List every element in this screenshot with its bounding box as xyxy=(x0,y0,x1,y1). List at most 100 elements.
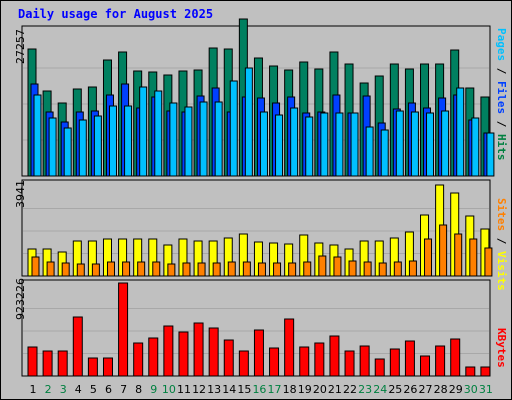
bar-pages-day-28 xyxy=(441,110,450,177)
bar-kbytes-day-12 xyxy=(193,322,204,377)
bar-sites-day-13 xyxy=(212,262,221,277)
bar-kbytes-day-17 xyxy=(269,347,280,377)
bar-pages-day-12 xyxy=(199,101,208,177)
day-label-25: 25 xyxy=(388,383,402,396)
day-label-3: 3 xyxy=(60,383,67,396)
day-label-1: 1 xyxy=(30,383,37,396)
day-label-17: 17 xyxy=(268,383,282,396)
bar-sites-day-26 xyxy=(408,260,417,277)
bar-sites-day-27 xyxy=(424,238,433,277)
day-label-21: 21 xyxy=(328,383,342,396)
day-label-29: 29 xyxy=(449,383,463,396)
bar-sites-day-1 xyxy=(31,256,40,277)
panel-2-max-label: 3941 xyxy=(14,180,27,208)
day-label-8: 8 xyxy=(135,383,142,396)
day-label-9: 9 xyxy=(150,383,157,396)
bar-kbytes-day-7 xyxy=(118,282,129,377)
bar-pages-day-11 xyxy=(184,106,193,177)
bar-sites-day-16 xyxy=(257,262,266,277)
bar-sites-day-28 xyxy=(439,224,448,277)
bar-kbytes-day-15 xyxy=(238,350,249,377)
day-label-23: 23 xyxy=(358,383,372,396)
bar-pages-day-22 xyxy=(350,112,359,177)
bar-sites-day-25 xyxy=(393,261,402,277)
bar-sites-day-23 xyxy=(363,261,372,277)
bar-pages-day-14 xyxy=(229,80,238,177)
legend-item: KBytes xyxy=(495,328,508,368)
bar-pages-day-18 xyxy=(290,107,299,177)
bar-kbytes-day-2 xyxy=(42,350,53,377)
bar-sites-day-12 xyxy=(197,262,206,277)
bar-kbytes-day-6 xyxy=(102,357,113,377)
legend-item: Visits xyxy=(495,251,508,291)
bar-pages-day-31 xyxy=(486,132,495,177)
day-label-15: 15 xyxy=(237,383,251,396)
bar-sites-day-2 xyxy=(46,261,55,277)
bar-sites-day-6 xyxy=(106,261,115,277)
bar-pages-day-7 xyxy=(124,105,133,177)
panel-2-legend: Sites / Visits xyxy=(495,198,508,291)
bar-pages-day-21 xyxy=(335,112,344,177)
bar-kbytes-day-25 xyxy=(389,348,400,377)
day-label-4: 4 xyxy=(75,383,82,396)
day-label-26: 26 xyxy=(403,383,417,396)
bar-kbytes-day-3 xyxy=(57,350,68,377)
bar-kbytes-day-10 xyxy=(163,325,174,377)
day-label-31: 31 xyxy=(479,383,493,396)
bar-kbytes-day-20 xyxy=(314,342,325,377)
bar-sites-day-30 xyxy=(469,238,478,277)
day-label-16: 16 xyxy=(252,383,266,396)
bar-kbytes-day-18 xyxy=(284,318,295,377)
bar-pages-day-26 xyxy=(410,111,419,177)
bar-pages-day-2 xyxy=(48,117,57,177)
bar-sites-day-18 xyxy=(288,262,297,277)
bar-pages-day-5 xyxy=(93,115,102,177)
bar-kbytes-day-27 xyxy=(420,355,431,377)
legend-item: / xyxy=(495,231,508,251)
panel-1-legend: Pages / Files / Hits xyxy=(495,28,508,161)
bar-sites-day-4 xyxy=(76,263,85,277)
bar-pages-day-20 xyxy=(320,112,329,177)
day-label-30: 30 xyxy=(464,383,478,396)
bar-sites-day-7 xyxy=(122,261,131,277)
bar-pages-day-3 xyxy=(63,127,72,177)
bar-sites-day-17 xyxy=(273,262,282,277)
panel-3-max-label: 923226 xyxy=(14,278,27,320)
day-label-18: 18 xyxy=(283,383,297,396)
bar-kbytes-day-23 xyxy=(359,345,370,377)
bar-kbytes-day-22 xyxy=(344,350,355,377)
legend-item: Pages xyxy=(495,28,508,62)
bar-pages-day-17 xyxy=(275,114,284,177)
bar-kbytes-day-4 xyxy=(72,316,83,377)
bar-kbytes-day-9 xyxy=(148,337,159,377)
day-label-11: 11 xyxy=(177,383,191,396)
bar-sites-day-15 xyxy=(242,261,251,277)
bar-sites-day-21 xyxy=(333,256,342,277)
legend-item: Hits xyxy=(495,134,508,161)
bar-pages-day-1 xyxy=(33,94,42,177)
legend-item: Sites xyxy=(495,198,508,232)
bar-sites-day-19 xyxy=(303,261,312,277)
day-label-22: 22 xyxy=(343,383,357,396)
bar-sites-day-5 xyxy=(91,263,100,277)
bar-kbytes-day-5 xyxy=(87,357,98,377)
bar-sites-day-14 xyxy=(227,261,236,277)
bar-sites-day-10 xyxy=(167,263,176,277)
bar-kbytes-day-8 xyxy=(133,342,144,377)
bar-pages-day-24 xyxy=(380,129,389,177)
legend-item: / xyxy=(495,114,508,134)
bar-sites-day-3 xyxy=(61,262,70,277)
day-label-12: 12 xyxy=(192,383,206,396)
bar-kbytes-day-24 xyxy=(374,358,385,377)
bar-kbytes-day-29 xyxy=(450,338,461,377)
bar-pages-day-16 xyxy=(259,111,268,177)
bar-kbytes-day-26 xyxy=(404,340,415,377)
day-label-10: 10 xyxy=(162,383,176,396)
panel-3-legend: KBytes xyxy=(495,328,508,368)
bar-kbytes-day-31 xyxy=(480,366,491,377)
bar-pages-day-25 xyxy=(395,110,404,177)
day-label-5: 5 xyxy=(90,383,97,396)
bar-sites-day-8 xyxy=(137,261,146,277)
bar-sites-day-24 xyxy=(378,262,387,277)
